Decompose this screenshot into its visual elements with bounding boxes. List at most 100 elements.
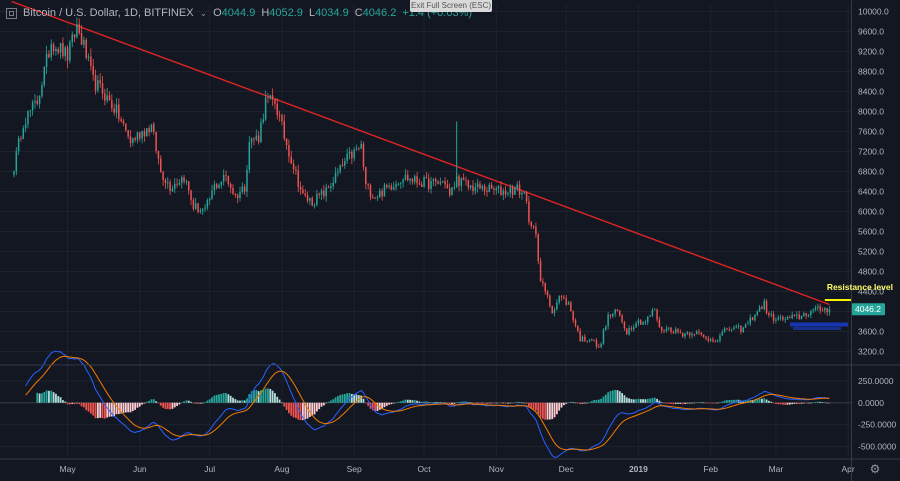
candle-up (313, 205, 316, 206)
candle-up (17, 138, 20, 152)
candle-up (637, 320, 640, 324)
macd-histogram-bar (819, 401, 822, 403)
candle-down (821, 310, 824, 312)
candle-up (747, 323, 749, 325)
candle-up (409, 178, 411, 181)
candle-down (243, 186, 246, 192)
candle-up (777, 317, 779, 320)
candle-down (253, 138, 255, 140)
macd-histogram-bar (69, 402, 71, 405)
macd-histogram-bar (663, 402, 665, 404)
macd-histogram-bar (267, 388, 269, 403)
macd-histogram-bar (152, 399, 155, 403)
candle-up (325, 187, 327, 197)
macd-histogram-bar (374, 402, 377, 412)
candle-down (94, 75, 97, 91)
candle-down (446, 184, 449, 189)
macd-histogram-bar (763, 398, 766, 403)
candle-down (616, 309, 619, 311)
candle-down (183, 177, 185, 182)
candle-up (262, 119, 265, 123)
candle-up (332, 182, 334, 187)
candle-down (467, 180, 470, 188)
macd-histogram-bar (476, 402, 479, 404)
candle-down (500, 186, 502, 195)
y-tick-label: 6000.0 (858, 207, 884, 217)
macd-histogram-bar (465, 401, 467, 403)
candle-up (222, 175, 225, 182)
symbol-title[interactable]: Bitcoin / U.S. Dollar, 1D, BITFINEX (23, 7, 194, 19)
candle-down (427, 178, 430, 190)
candle-up (269, 95, 272, 99)
candle-up (178, 182, 181, 185)
macd-histogram-bar (229, 395, 232, 403)
macd-histogram-bar (43, 391, 46, 403)
candle-down (386, 184, 388, 187)
candle-down (609, 314, 612, 316)
macd-histogram-bar (89, 402, 92, 414)
candle-down (700, 332, 703, 335)
candle-down (486, 191, 488, 193)
candle-down (215, 184, 218, 188)
candle-up (649, 315, 651, 317)
macd-histogram-bar (474, 402, 477, 404)
candle-up (136, 132, 139, 140)
candle-down (62, 43, 64, 57)
candle-down (80, 32, 83, 45)
macd-histogram-bar (723, 400, 726, 403)
macd-histogram-bar (278, 399, 281, 403)
macd-histogram-bar (784, 402, 787, 405)
macd-histogram-bar (299, 402, 302, 421)
ohlc-item: O4044.9 (213, 7, 255, 19)
macd-histogram-bar (600, 398, 603, 403)
macd-histogram-bar (525, 402, 528, 404)
candle-down (707, 338, 710, 341)
macd-histogram-bar (106, 402, 109, 418)
macd-histogram-bar (742, 400, 745, 403)
candle-down (92, 65, 94, 76)
symbol-legend[interactable]: Bitcoin / U.S. Dollar, 1D, BITFINEX ⌄ O4… (6, 4, 472, 22)
macd-histogram-bar (686, 402, 689, 404)
candle-up (684, 333, 686, 337)
candle-down (798, 314, 800, 319)
candle-up (334, 172, 337, 183)
candle-up (264, 97, 267, 120)
candle-down (444, 181, 446, 185)
candles (13, 17, 831, 350)
symbol-menu-icon[interactable] (6, 7, 17, 19)
candle-up (146, 128, 148, 137)
candle-down (318, 193, 320, 195)
macd-histogram-bar (313, 402, 316, 415)
candle-up (27, 111, 29, 125)
candle-up (404, 174, 407, 180)
macd-histogram-bar (611, 390, 614, 403)
macd-histogram-bar (786, 402, 789, 405)
candle-up (246, 169, 248, 192)
macd-histogram-bar (572, 402, 575, 403)
candle-down (765, 300, 768, 313)
macd-histogram-bar (157, 402, 160, 404)
candle-up (803, 313, 805, 316)
candle-down (640, 320, 642, 325)
macd-histogram-bar (304, 402, 307, 420)
candle-down (120, 119, 122, 122)
candle-down (560, 296, 563, 298)
candle-up (723, 328, 726, 333)
settings-gear-icon[interactable]: ⚙ (870, 462, 881, 476)
candle-down (623, 322, 626, 329)
candle-up (469, 185, 472, 188)
macd-histogram-bar (530, 402, 533, 409)
macd-histogram-bar (425, 401, 428, 403)
chevron-down-icon[interactable]: ⌄ (199, 7, 208, 18)
candle-up (605, 326, 607, 330)
macd-histogram-bar (110, 402, 113, 417)
candle-up (495, 188, 498, 191)
candle-down (78, 24, 80, 33)
x-tick-label: Nov (489, 464, 505, 474)
candle-up (213, 184, 216, 191)
exit-fullscreen-button[interactable]: Exit Full Screen (ESC) (410, 0, 492, 12)
candle-up (509, 187, 512, 194)
candle-up (309, 198, 311, 201)
macd-histogram-bar (493, 402, 495, 404)
